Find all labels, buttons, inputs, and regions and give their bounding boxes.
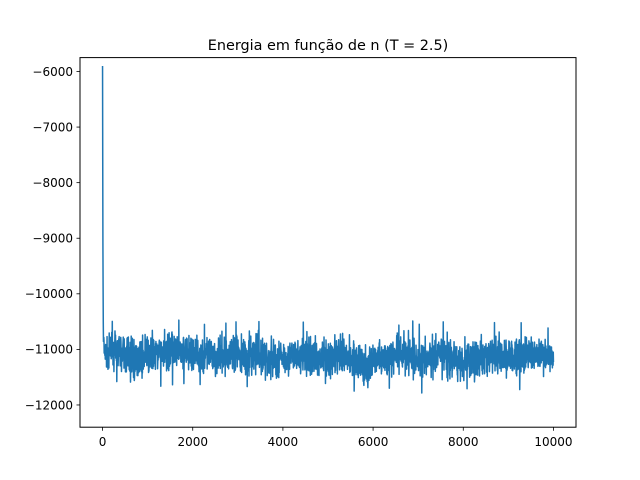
y-tick-label: −8000 bbox=[32, 176, 73, 190]
x-tick-label: 0 bbox=[99, 435, 107, 449]
y-axis: −12000 −11000 −10000 −9000 −8000 −7000 −6000 bbox=[25, 65, 80, 412]
x-tick-label: 2000 bbox=[177, 435, 208, 449]
y-tick-label: −7000 bbox=[32, 120, 73, 134]
x-axis: 0 2000 4000 6000 8000 10000 bbox=[99, 427, 573, 449]
x-tick-label: 8000 bbox=[448, 435, 479, 449]
y-tick-label: −11000 bbox=[25, 343, 73, 357]
chart-title: Energia em função de n (T = 2.5) bbox=[208, 38, 449, 54]
y-tick-label: −12000 bbox=[25, 398, 73, 412]
plot-area bbox=[101, 65, 555, 394]
y-tick-label: −9000 bbox=[32, 232, 73, 246]
energy-series-line bbox=[101, 65, 555, 394]
y-tick-label: −6000 bbox=[32, 65, 73, 79]
x-tick-label: 6000 bbox=[358, 435, 389, 449]
x-tick-label: 10000 bbox=[534, 435, 572, 449]
y-tick-label: −10000 bbox=[25, 287, 73, 301]
x-tick-label: 4000 bbox=[268, 435, 299, 449]
axes-frame bbox=[79, 57, 577, 428]
